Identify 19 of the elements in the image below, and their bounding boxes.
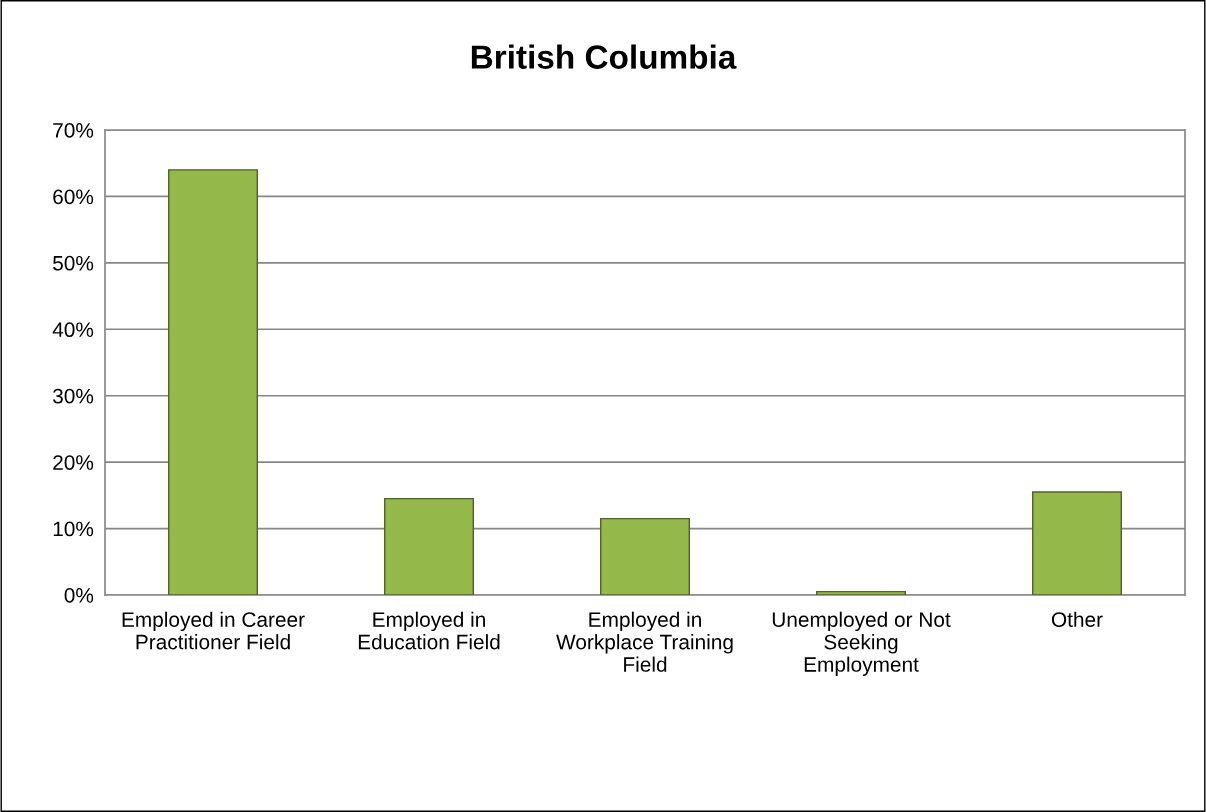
- y-tick-label: 30%: [52, 388, 94, 404]
- y-tick-label: 0%: [64, 588, 94, 603]
- x-tick-label: Unemployed or Not Seeking Employment: [772, 611, 951, 676]
- y-tick-label: 20%: [53, 455, 94, 470]
- bar: [816, 590, 906, 595]
- x-tick-label: Employed in Education Field: [358, 611, 500, 650]
- bar: [168, 169, 258, 595]
- x-tick-label: Other: [1051, 611, 1103, 627]
- y-tick-label: 50%: [53, 255, 94, 271]
- y-tick-label: 10%: [53, 521, 94, 537]
- x-tick-label: Employed in Career Practitioner Field: [122, 611, 305, 650]
- bar: [384, 497, 474, 595]
- y-tick-label: 70%: [53, 123, 94, 138]
- bar: [1032, 491, 1122, 595]
- bar: [600, 517, 690, 595]
- chart-title: British Columbia: [471, 44, 737, 69]
- y-tick-label: 40%: [52, 322, 94, 338]
- x-tick-label: Employed in Workplace Training Field: [556, 611, 733, 672]
- y-tick-label: 60%: [53, 189, 94, 205]
